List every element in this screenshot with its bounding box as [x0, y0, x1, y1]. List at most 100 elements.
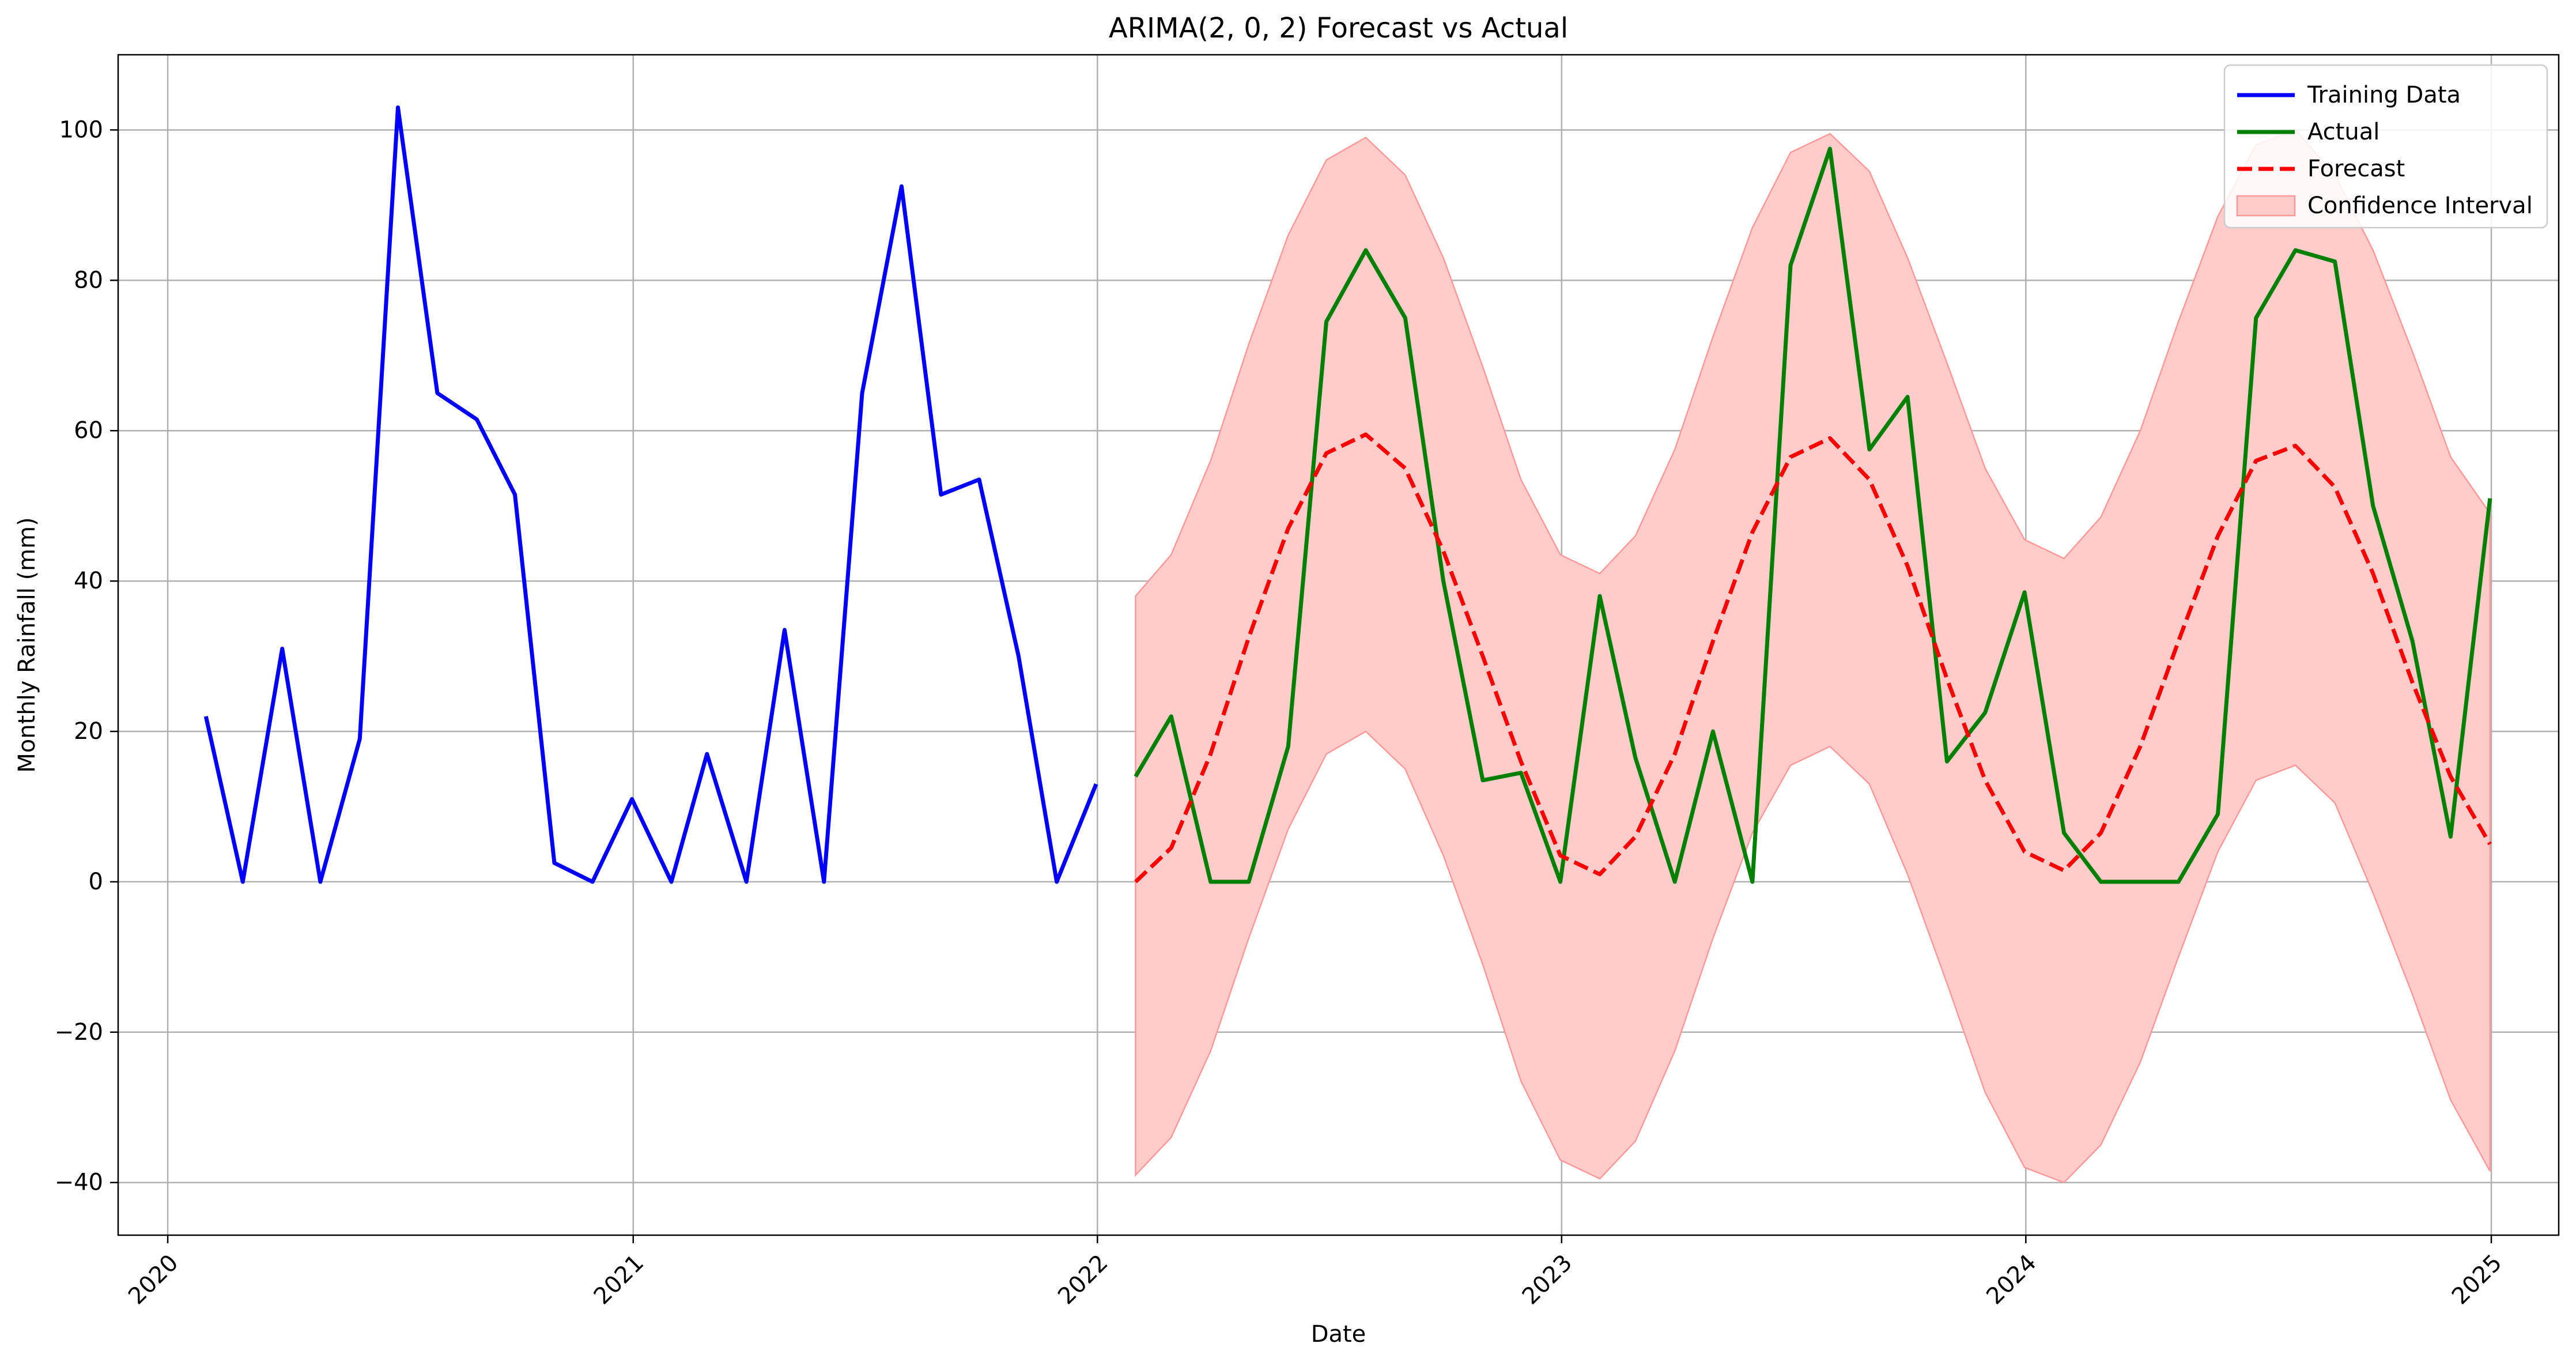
actual-point [1674, 881, 1676, 883]
forecast-point [1829, 437, 1831, 439]
forecast-point [1442, 550, 1445, 552]
training-data-point [591, 881, 594, 883]
forecast-point [2334, 486, 2336, 488]
training-data-point [475, 418, 478, 421]
forecast-point [2449, 775, 2452, 778]
actual-point [1751, 881, 1754, 883]
confidence-interval-band [1135, 129, 2491, 1184]
actual-point [2023, 591, 2026, 594]
training-data-point [706, 753, 708, 755]
forecast-point [2100, 832, 2102, 834]
actual-point [1559, 881, 1562, 883]
y-tick-label: 100 [59, 116, 103, 143]
actual-point [1829, 148, 1831, 150]
actual-point [2411, 640, 2413, 642]
y-tick-label: 40 [74, 568, 103, 594]
forecast-point [2411, 681, 2413, 684]
legend-label-actual: Actual [2307, 119, 2379, 145]
forecast-point [1210, 753, 1212, 755]
training-data-point [319, 881, 322, 883]
legend-box [2223, 64, 2548, 229]
forecast-point [2489, 843, 2491, 846]
training-data-point [205, 715, 207, 718]
forecast-point [1984, 779, 1986, 782]
actual-line [1134, 146, 2492, 884]
actual-point [1906, 396, 1909, 398]
forecast-point [1365, 433, 1367, 436]
forecast-point [1789, 456, 1792, 458]
legend-label-confidence-interval: Confidence Interval [2307, 193, 2533, 219]
forecast-point [2177, 640, 2180, 642]
forecast-point [1751, 531, 1754, 533]
forecast-line [1134, 432, 2492, 884]
forecast-point [1674, 753, 1676, 755]
y-tick-label: −20 [55, 1019, 103, 1046]
training-data-point [1056, 881, 1058, 883]
actual-point [2255, 317, 2257, 319]
actual-point [2489, 497, 2491, 500]
forecast-point [1248, 636, 1250, 639]
training-data-point [861, 392, 863, 394]
training-data-point [670, 881, 673, 883]
training-data-point [553, 862, 556, 864]
actual-point [2100, 881, 2102, 883]
actual-point [1404, 317, 1406, 319]
chart-title: ARIMA(2, 0, 2) Forecast vs Actual [1109, 12, 1568, 44]
confidence-interval-area [1135, 129, 2491, 1184]
forecast-point [2217, 535, 2219, 537]
forecast-point [1712, 640, 1714, 642]
actual-point [1634, 757, 1637, 759]
forecast-point [2139, 745, 2141, 748]
forecast-point [2023, 851, 2026, 853]
actual-point [1210, 881, 1212, 883]
actual-point [1248, 881, 1250, 883]
training-data-point [241, 881, 244, 883]
y-tick-label: −40 [55, 1169, 103, 1196]
actual-point [2139, 881, 2141, 883]
actual-point [1520, 772, 1522, 774]
series-actual [1134, 146, 2492, 884]
actual-point [1135, 775, 1137, 778]
training-data-line [203, 105, 1098, 884]
actual-point [2177, 881, 2180, 883]
forecast-point [1906, 565, 1909, 567]
actual-point [1170, 715, 1172, 718]
forecast-point [1634, 836, 1637, 838]
forecast-point [2063, 869, 2065, 871]
forecast-point [2372, 572, 2374, 575]
forecast-point [2255, 459, 2257, 462]
forecast-point [1559, 854, 1562, 856]
y-tick-label: 0 [89, 869, 103, 895]
forecast-point [1325, 452, 1328, 454]
training-data-point [1017, 655, 1019, 658]
actual-point [2063, 832, 2065, 834]
actual-point [2217, 813, 2219, 816]
legend-label-training-data: Training Data [2307, 82, 2461, 108]
actual-point [1325, 320, 1328, 323]
actual-point [1599, 595, 1601, 597]
legend-swatch-confidence-interval [2236, 195, 2296, 217]
actual-point [2372, 505, 2374, 507]
actual-point [1482, 779, 1484, 782]
series-forecast [1134, 432, 2492, 884]
training-data-point [783, 629, 785, 631]
forecast-point [1170, 847, 1172, 849]
training-data-point [940, 493, 942, 496]
forecast-point [1599, 873, 1601, 876]
actual-point [1946, 760, 1948, 763]
forecast-point [1946, 678, 1948, 680]
plot-area-frame [117, 54, 2560, 1236]
training-data-point [514, 493, 516, 496]
forecast-point [1287, 527, 1289, 530]
actual-point [2449, 836, 2452, 838]
actual-point [2334, 261, 2336, 263]
training-data-point [397, 106, 399, 108]
forecast-point [1482, 655, 1484, 658]
series-lines [203, 105, 2492, 884]
actual-point [1868, 448, 1871, 451]
training-data-point [281, 648, 284, 650]
actual-point [1287, 745, 1289, 748]
actual-point [1984, 711, 1986, 714]
actual-point [1712, 730, 1714, 733]
